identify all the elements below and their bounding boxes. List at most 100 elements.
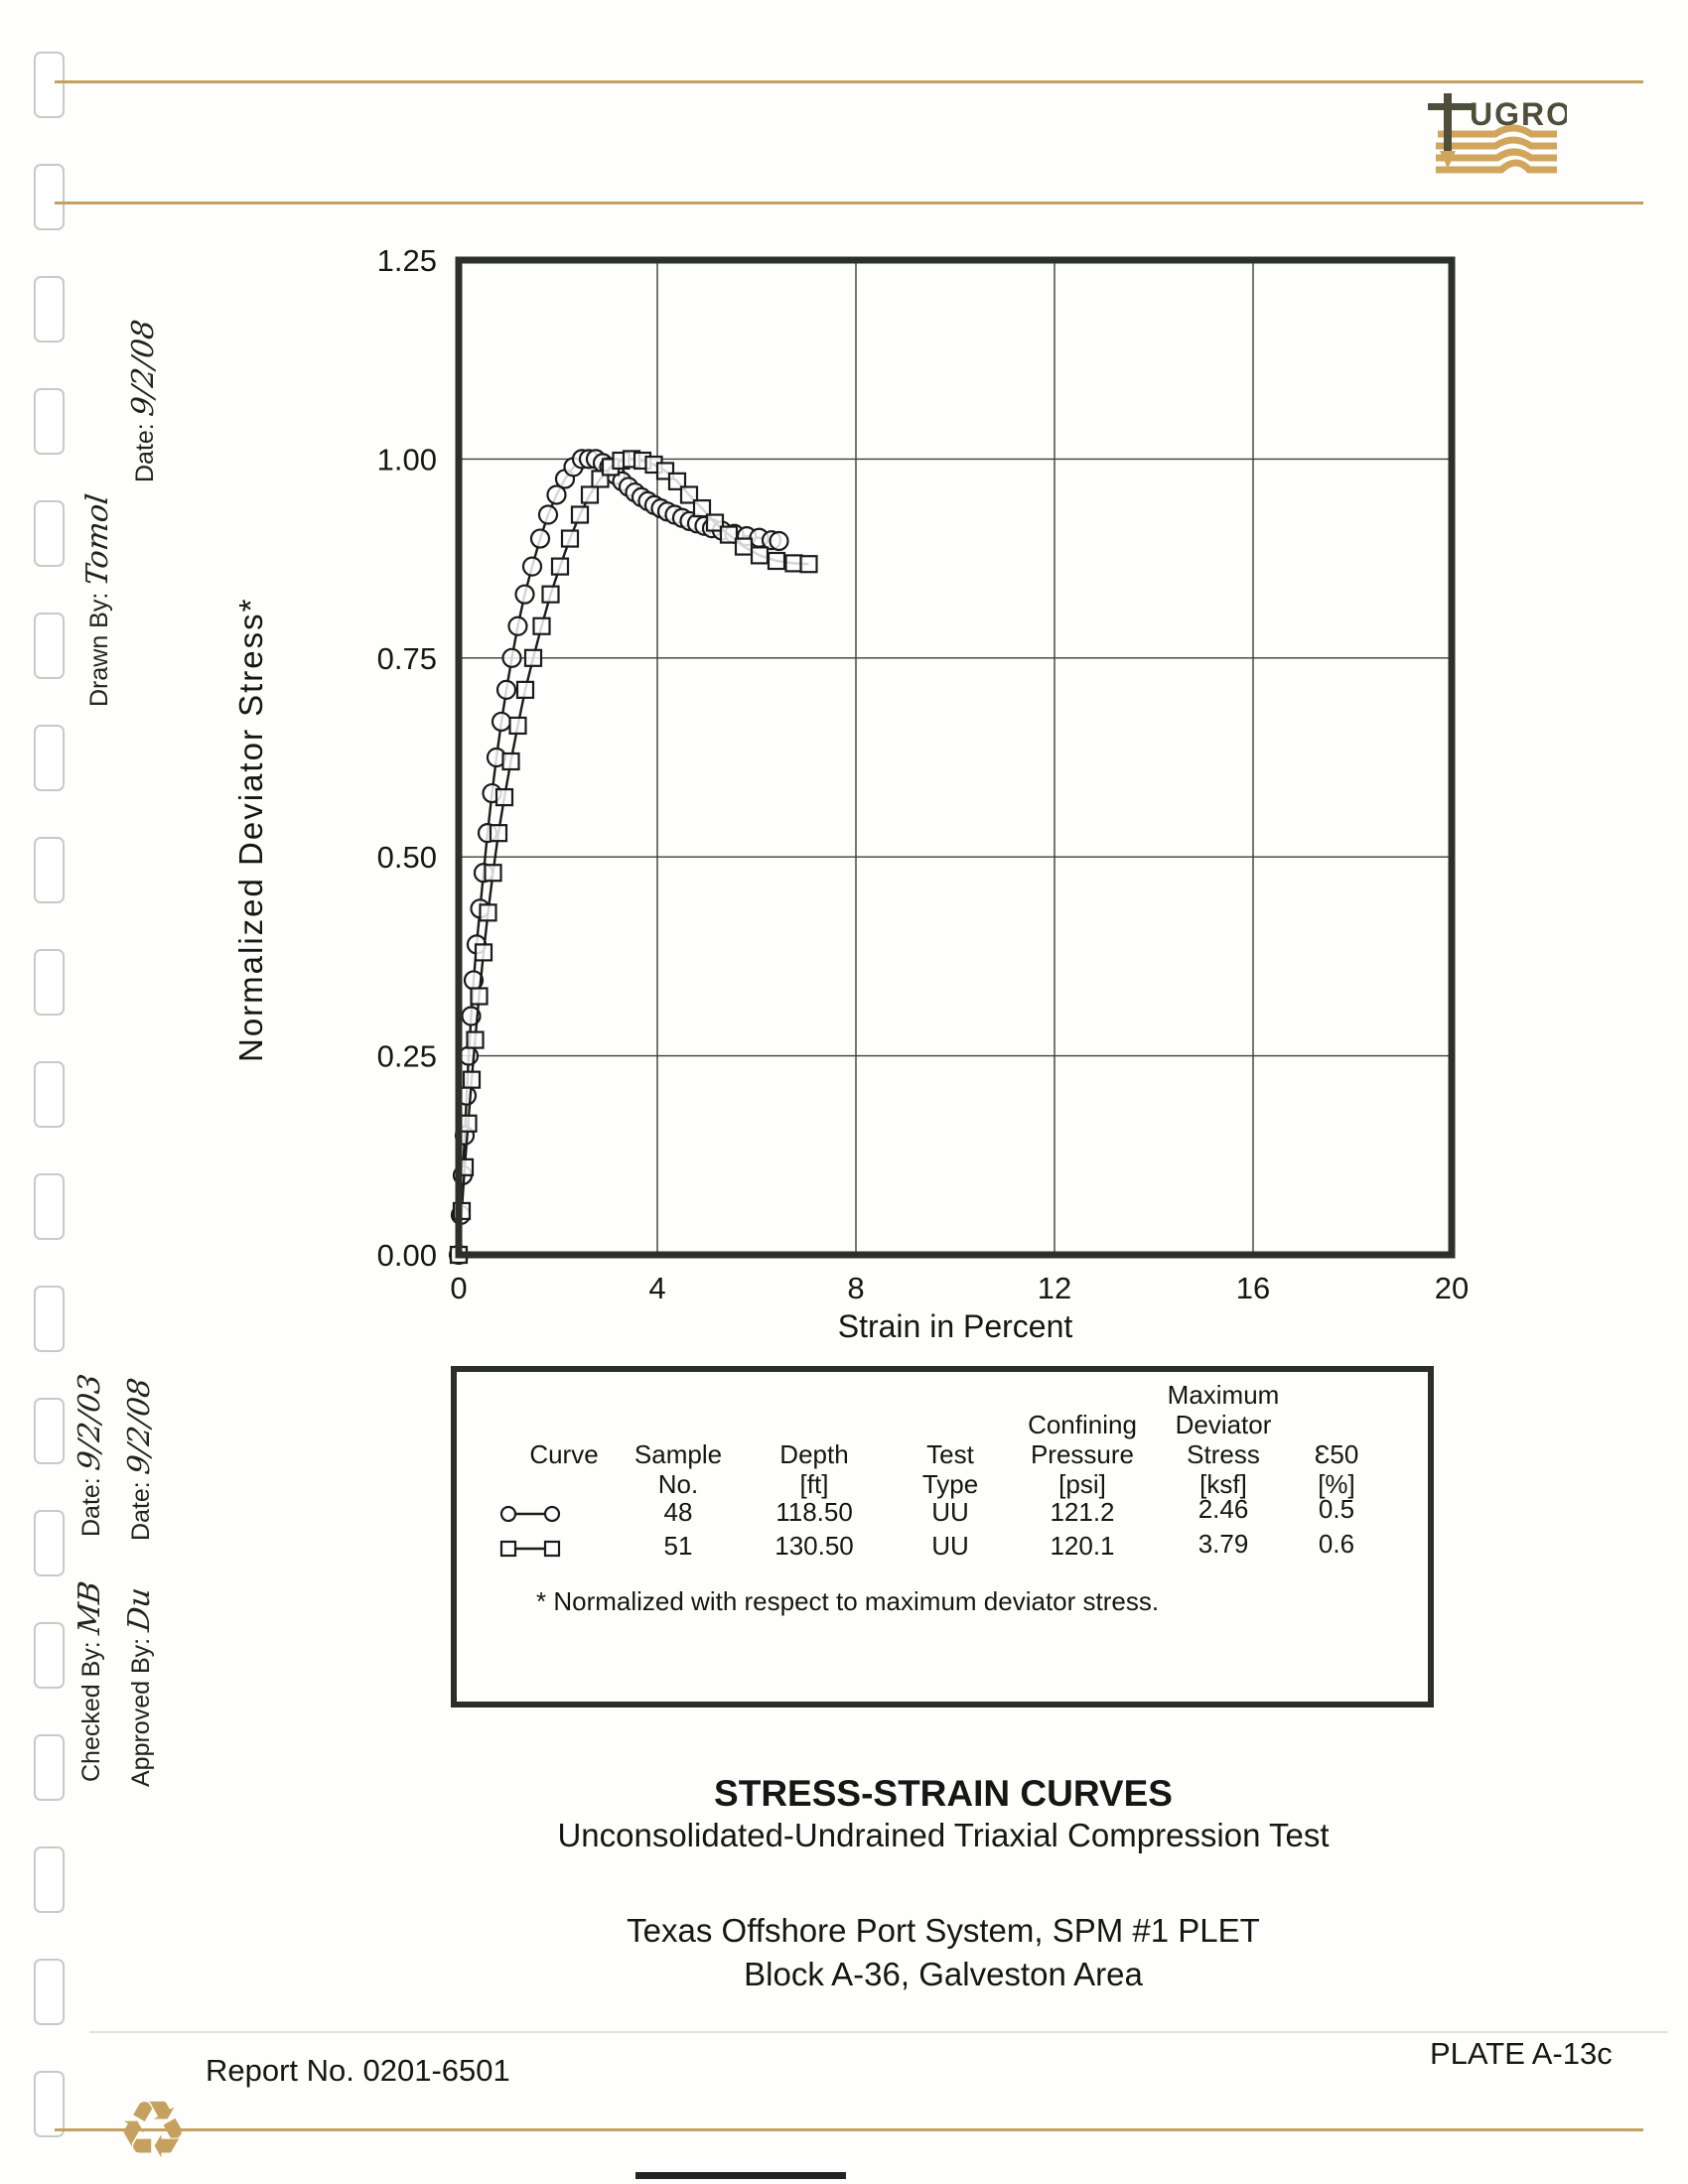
data-point-circle (461, 1006, 482, 1026)
normalization-footnote: * Normalized with respect to maximum dev… (536, 1586, 1160, 1616)
data-point-circle (495, 679, 517, 700)
data-point-circle (448, 1244, 470, 1266)
data-point-square (784, 554, 803, 573)
binder-hole (34, 276, 65, 342)
legend-col-sample-no: Sample No. (633, 1439, 723, 1499)
data-point-circle (463, 970, 485, 991)
cell-max-deviator-stress: 3.79 (1197, 1529, 1249, 1559)
data-point-circle (537, 504, 559, 525)
binder-hole (34, 725, 65, 791)
fugro-logo-text: UGRO (1470, 96, 1567, 132)
data-point-circle (769, 530, 789, 552)
data-point-circle (671, 507, 693, 528)
data-point-circle (694, 515, 715, 536)
data-point-circle (458, 1045, 480, 1066)
axis-tick-labels: 0 4 8 12 16 20 0.00 0.25 0.50 0.75 1.00 1.25 (377, 243, 1470, 1305)
margin-checked-by: Checked By: MB (72, 1579, 107, 1782)
checked-by-label: Checked By: (77, 1641, 105, 1782)
binder-hole (34, 1734, 65, 1801)
data-point-square (799, 555, 818, 574)
x-axis-title: Strain in Percent (837, 1308, 1073, 1344)
data-point-circle (466, 934, 488, 955)
data-point-square (494, 787, 514, 807)
approved-date-label: Date: (127, 1481, 155, 1541)
y-tick-label: 0.75 (377, 641, 437, 676)
cell-depth: 130.50 (774, 1531, 854, 1561)
checked-date-value: 9/2/03 (72, 1372, 107, 1473)
cell-depth: 118.50 (775, 1497, 853, 1527)
data-point-circle (491, 711, 512, 733)
data-point-square (679, 485, 699, 504)
bottom-rule (55, 2128, 1643, 2131)
data-point-circle (625, 481, 645, 503)
data-point-square (550, 557, 570, 576)
data-point-circle (554, 469, 576, 489)
data-point-square (622, 450, 641, 469)
recycle-icon: ♻ (117, 2084, 189, 2176)
data-point-circle (679, 510, 700, 532)
data-point-circle (546, 484, 567, 505)
approved-date-value: 9/2/08 (122, 1376, 157, 1477)
y-tick-label: 0.25 (377, 1039, 437, 1074)
y-axis-title: Normalized Deviator Stress* (232, 597, 269, 1062)
data-point-circle (501, 647, 522, 668)
data-point-circle (456, 1085, 478, 1106)
legend-col-depth: Depth [ft] (779, 1439, 849, 1499)
data-point-square (452, 1201, 472, 1221)
curve-51-symbol (499, 1540, 561, 1558)
data-point-square (601, 458, 621, 477)
y-tick-label: 1.00 (377, 442, 437, 477)
data-point-square (532, 616, 551, 635)
binder-hole (34, 1061, 65, 1128)
data-point-square (479, 903, 497, 922)
data-point-square (705, 513, 725, 532)
project-title: Texas Offshore Port System, SPM #1 PLET (627, 1912, 1260, 1949)
y-tick-label: 0.00 (377, 1238, 437, 1273)
data-point-square (508, 716, 527, 736)
data-point-square (459, 1114, 478, 1133)
data-point-circle (656, 501, 678, 522)
data-point-square (466, 1030, 485, 1049)
binder-hole (34, 500, 65, 567)
data-point-circle (599, 457, 620, 478)
data-point-square (523, 648, 543, 667)
data-point-square (719, 525, 739, 544)
data-point-circle (486, 747, 507, 768)
top-rule-2 (55, 202, 1643, 205)
data-point-circle (507, 615, 528, 636)
series-sample-51 (449, 450, 818, 1265)
data-point-circle (631, 486, 652, 507)
cell-confining-pressure: 121.2 (1050, 1497, 1115, 1527)
cell-e50: 0.6 (1318, 1529, 1355, 1559)
approved-by-signature: Du (122, 1585, 157, 1634)
x-tick-label: 4 (648, 1271, 665, 1305)
drawn-by-label: Drawn By: (85, 592, 113, 707)
scan-edge-mark (635, 2172, 846, 2179)
data-point-circle (521, 556, 543, 577)
plot-border (455, 256, 1456, 1259)
data-point-circle (701, 518, 723, 539)
data-point-square (489, 824, 508, 843)
margin-drawn-date: Date: 9/2/08 (126, 318, 161, 482)
data-point-circle (749, 527, 770, 548)
data-point-square (692, 498, 712, 518)
binder-hole (34, 837, 65, 903)
cell-sample-no: 51 (663, 1531, 693, 1561)
data-point-circle (571, 449, 593, 470)
x-tick-label: 16 (1236, 1271, 1270, 1305)
data-point-square (449, 1245, 469, 1265)
data-point-circle (637, 490, 658, 511)
data-point-circle (686, 513, 708, 534)
drawn-date-value: 9/2/08 (126, 318, 161, 419)
binder-hole (34, 949, 65, 1016)
data-point-circle (612, 471, 633, 491)
data-point-circle (452, 1164, 474, 1185)
series-sample-48 (448, 449, 789, 1266)
approved-by-label: Approved By: (127, 1637, 155, 1787)
data-point-circle (578, 449, 600, 470)
data-point-square (455, 1158, 475, 1176)
data-point-circle (477, 823, 498, 844)
data-point-circle (514, 584, 535, 605)
data-point-square (612, 451, 631, 471)
drawn-by-signature: Tomol (80, 491, 115, 589)
